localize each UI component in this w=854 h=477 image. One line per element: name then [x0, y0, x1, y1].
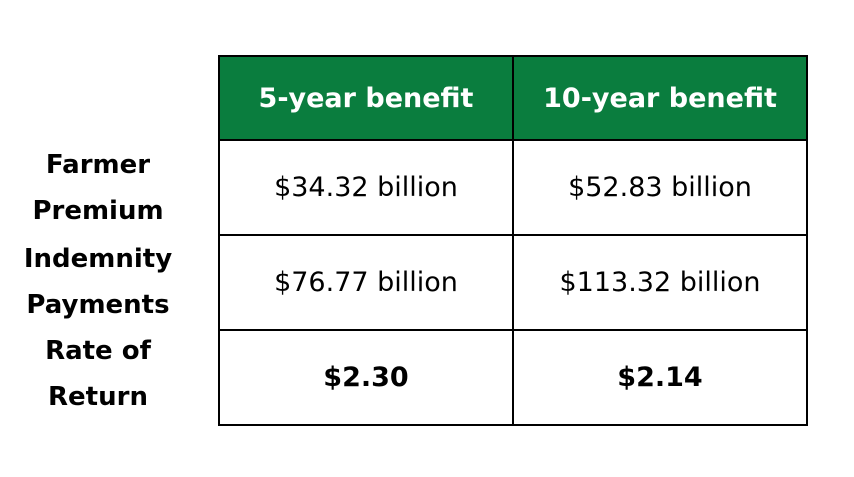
- header-cell: 5-year benefit: [218, 55, 514, 141]
- cell: $2.14: [512, 329, 808, 426]
- cell: $52.83 billion: [512, 139, 808, 236]
- cell: $76.77 billion: [218, 234, 514, 331]
- cell: $113.32 billion: [512, 234, 808, 331]
- cell: $2.30: [218, 329, 514, 426]
- row-label: Indemnity Payments: [23, 244, 173, 320]
- table: 5-year benefit 10-year benefit $34.32 bil…: [218, 55, 808, 426]
- header-cell: 10-year benefit: [512, 55, 808, 141]
- row-label: Farmer Premium: [32, 150, 164, 226]
- row-label: Rate of Return: [45, 336, 151, 412]
- cell: $34.32 billion: [218, 139, 514, 236]
